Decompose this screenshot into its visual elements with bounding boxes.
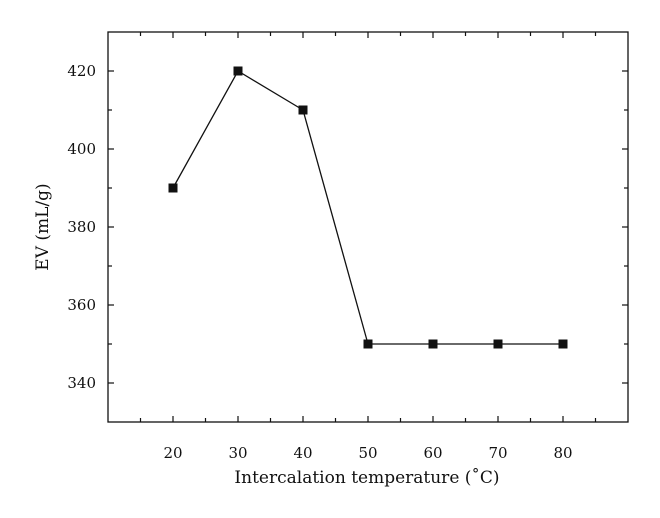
x-tick-label: 60	[423, 444, 442, 462]
x-axis-ticks: 20 30 40 50 60 70 80	[139, 32, 597, 462]
plot-frame	[107, 31, 629, 423]
y-axis-title: EV (mL/g)	[33, 183, 53, 270]
y-tick-label: 340	[67, 374, 96, 392]
y-tick-label: 360	[67, 296, 96, 314]
data-series	[168, 66, 568, 349]
data-point	[493, 339, 503, 349]
y-tick-label: 400	[67, 140, 96, 158]
x-tick-label: 80	[553, 444, 572, 462]
y-tick-label: 420	[67, 62, 96, 80]
x-tick-label: 50	[358, 444, 377, 462]
x-tick-label: 30	[228, 444, 247, 462]
data-point	[298, 105, 308, 115]
y-axis-ticks: 340 360 380 400 420	[67, 62, 628, 392]
y-tick-label: 380	[67, 218, 96, 236]
data-point	[233, 66, 243, 76]
data-point	[558, 339, 568, 349]
data-point	[363, 339, 373, 349]
series-line	[172, 70, 563, 345]
x-tick-label: 40	[293, 444, 312, 462]
x-tick-label: 20	[163, 444, 182, 462]
x-tick-label: 70	[488, 444, 507, 462]
data-point	[428, 339, 438, 349]
data-point	[168, 183, 178, 193]
x-axis-title: Intercalation temperature (˚C)	[234, 468, 499, 488]
